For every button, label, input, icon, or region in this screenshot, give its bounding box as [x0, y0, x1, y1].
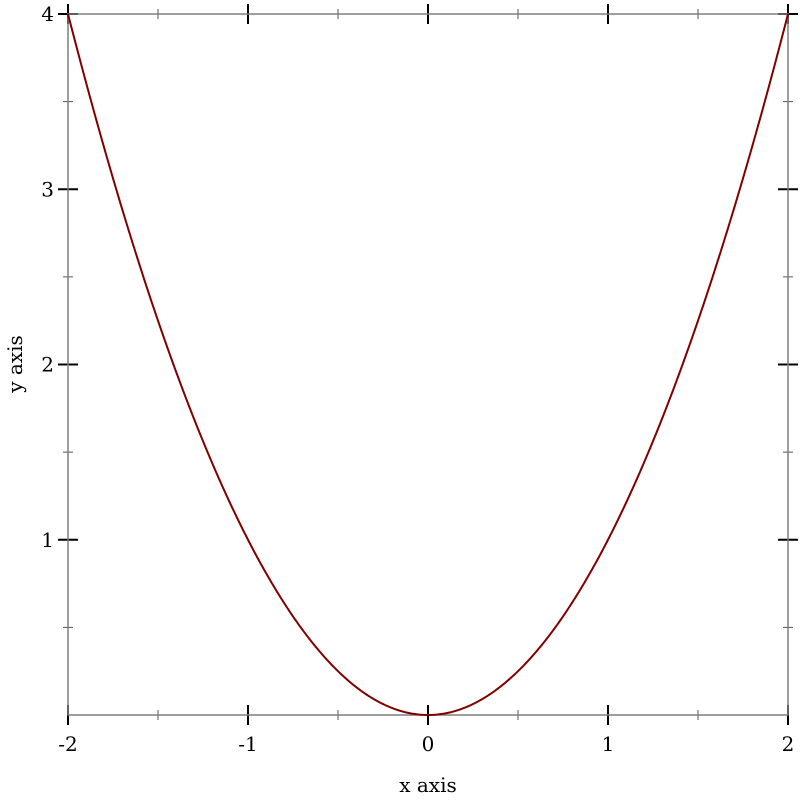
y-tick-label: 2 — [41, 353, 54, 377]
y-tick-label: 1 — [41, 528, 54, 552]
x-tick-label: -2 — [58, 732, 77, 756]
y-tick-label: 4 — [41, 2, 54, 26]
x-tick-label: 2 — [782, 732, 795, 756]
ticks — [58, 4, 798, 725]
plot-frame — [67, 13, 789, 716]
y-tick-label: 3 — [41, 177, 54, 201]
series-line-x-squared — [67, 13, 789, 717]
x-tick-label: 1 — [602, 732, 615, 756]
x-tick-label: -1 — [238, 732, 257, 756]
x-axis-label: x axis — [399, 773, 457, 797]
x-tick-label: 0 — [422, 732, 435, 756]
y-axis-label: y axis — [3, 335, 27, 394]
